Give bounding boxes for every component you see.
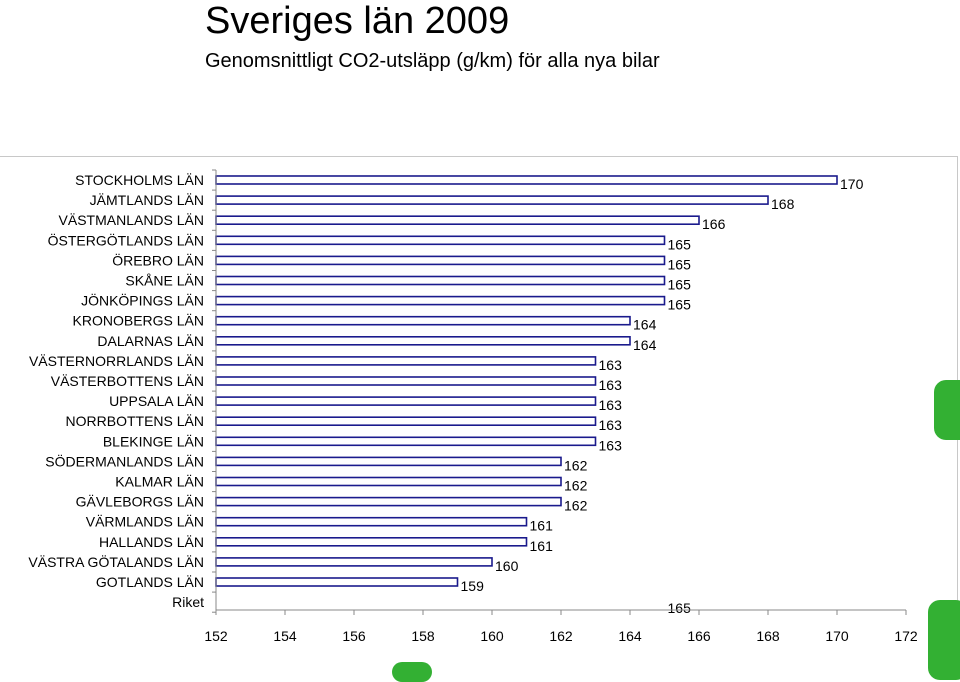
x-tick-label: 152 bbox=[204, 628, 228, 644]
category-label: DALARNAS LÄN bbox=[97, 333, 204, 349]
bar bbox=[215, 356, 597, 366]
bar bbox=[215, 476, 562, 487]
decorative-leaf-right bbox=[934, 380, 960, 440]
data-label: 168 bbox=[771, 196, 795, 212]
x-tick-label: 170 bbox=[825, 628, 849, 644]
bar bbox=[215, 577, 459, 587]
data-label: 161 bbox=[530, 538, 554, 554]
category-label: ÖSTERGÖTLANDS LÄN bbox=[48, 231, 204, 248]
chart-title: Sveriges län 2009 bbox=[205, 0, 510, 42]
category-label: KALMAR LÄN bbox=[115, 474, 204, 490]
data-label: 159 bbox=[461, 578, 485, 594]
data-label: 165 bbox=[668, 600, 692, 616]
bar bbox=[215, 335, 631, 346]
x-tick-label: 172 bbox=[894, 628, 918, 644]
category-label: KRONOBERGS LÄN bbox=[73, 313, 204, 329]
x-tick-label: 154 bbox=[273, 628, 297, 644]
bar bbox=[215, 215, 700, 225]
bar bbox=[215, 456, 562, 467]
x-tick-label: 162 bbox=[549, 628, 573, 644]
x-tick-label: 158 bbox=[411, 628, 435, 644]
data-label: 163 bbox=[599, 417, 623, 433]
data-label: 162 bbox=[564, 498, 588, 514]
bar bbox=[215, 436, 597, 447]
category-labels-group: STOCKHOLMS LÄN JÄMTLANDS LÄN VÄSTMANLANDS … bbox=[28, 172, 204, 610]
category-label: VÄSTMANLANDS LÄN bbox=[59, 212, 204, 228]
x-tick-label: 164 bbox=[618, 628, 642, 644]
bar bbox=[215, 416, 597, 427]
data-label: 170 bbox=[840, 176, 864, 192]
chart-subtitle: Genomsnittligt CO2-utsläpp (g/km) för al… bbox=[205, 50, 660, 72]
category-label: UPPSALA LÄN bbox=[109, 393, 204, 409]
category-label: NORRBOTTENS LÄN bbox=[66, 413, 204, 429]
bar bbox=[215, 496, 562, 507]
data-label: 165 bbox=[668, 256, 692, 272]
x-tick-label: 166 bbox=[687, 628, 711, 644]
data-label: 163 bbox=[599, 397, 623, 413]
bar bbox=[215, 275, 666, 286]
category-label: VÄSTRA GÖTALANDS LÄN bbox=[28, 553, 204, 570]
data-label: 163 bbox=[599, 377, 623, 393]
category-label: ÖREBRO LÄN bbox=[112, 251, 204, 268]
x-tick-label: 156 bbox=[342, 628, 366, 644]
bar bbox=[215, 295, 666, 306]
bar bbox=[215, 536, 528, 547]
data-label: 164 bbox=[633, 337, 657, 353]
category-label: VÄSTERNORRLANDS LÄN bbox=[29, 353, 204, 369]
data-label: 161 bbox=[530, 518, 554, 534]
category-label: GÄVLEBORGS LÄN bbox=[76, 494, 204, 510]
category-label: Riket bbox=[172, 594, 204, 610]
x-ticks-group: 152 154 156 158 160 162 164 166 168 170 172 bbox=[204, 610, 918, 644]
data-label: 166 bbox=[702, 216, 726, 232]
data-label: 165 bbox=[668, 297, 692, 313]
bar bbox=[215, 235, 666, 246]
category-label: VÄRMLANDS LÄN bbox=[86, 514, 204, 530]
data-label: 165 bbox=[668, 277, 692, 293]
bar bbox=[215, 195, 769, 205]
data-label: 162 bbox=[564, 457, 588, 473]
data-label: 163 bbox=[599, 437, 623, 453]
category-label: GOTLANDS LÄN bbox=[96, 574, 204, 590]
category-label: SKÅNE LÄN bbox=[125, 273, 204, 289]
bar bbox=[215, 175, 838, 185]
data-labels-group: 170 168 166 165 165 165 165 164 164 163 163 163 163 1… bbox=[461, 176, 864, 616]
x-tick-label: 160 bbox=[480, 628, 504, 644]
data-label: 162 bbox=[564, 478, 588, 494]
category-label: JÄMTLANDS LÄN bbox=[90, 192, 204, 208]
category-label: JÖNKÖPINGS LÄN bbox=[81, 292, 204, 309]
decorative-leaf-bottom-right bbox=[928, 600, 960, 680]
x-tick-label: 168 bbox=[756, 628, 780, 644]
category-label: VÄSTERBOTTENS LÄN bbox=[51, 373, 204, 389]
category-label: HALLANDS LÄN bbox=[99, 534, 204, 550]
bar bbox=[215, 315, 631, 326]
data-label: 160 bbox=[495, 558, 519, 574]
data-label: 164 bbox=[633, 317, 657, 333]
category-label: BLEKINGE LÄN bbox=[103, 433, 204, 449]
bar bbox=[215, 376, 597, 386]
category-label: SÖDERMANLANDS LÄN bbox=[45, 452, 204, 469]
bar bbox=[215, 516, 528, 527]
data-label: 165 bbox=[668, 236, 692, 252]
category-label: STOCKHOLMS LÄN bbox=[75, 172, 204, 188]
bar bbox=[215, 557, 493, 567]
data-label: 163 bbox=[599, 357, 623, 373]
bar bbox=[215, 255, 666, 266]
bar bbox=[215, 396, 597, 406]
bars-group bbox=[215, 175, 838, 587]
